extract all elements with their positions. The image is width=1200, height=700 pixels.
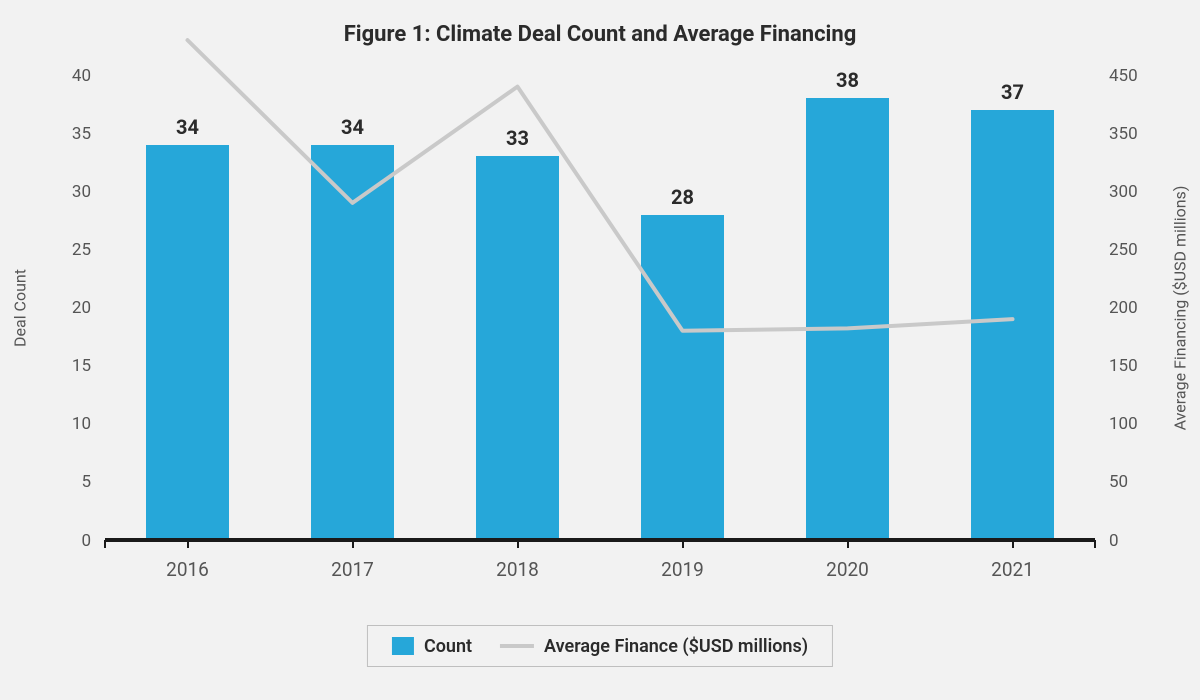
x-tick-mark [847,540,849,548]
y-left-tick: 5 [81,472,91,492]
y-axis-right-label: Average Financing ($USD millions) [1171,185,1190,430]
bar-value-label: 38 [836,68,859,92]
x-axis: 2016 2017 2018 2019 2020 2021 [105,540,1095,600]
y-left-tick: 35 [72,124,91,144]
y-left-tick: 25 [72,240,91,260]
y-left-tick: 15 [72,356,91,376]
legend-swatch-line-icon [500,644,534,648]
y-right-tick: 150 [1109,356,1138,376]
y-axis-left-label: Deal Count [11,269,30,347]
x-tick-label: 2021 [991,558,1034,581]
x-tick-label: 2019 [661,558,704,581]
legend: Count Average Finance ($USD millions) [367,625,833,667]
plot-area: 343433283837 [105,75,1095,540]
bar-labels-layer: 343433283837 [105,75,1095,540]
legend-label-count: Count [424,636,472,657]
y-left-tick: 30 [72,182,91,202]
x-tick-mark [352,540,354,548]
x-tick-label: 2020 [826,558,869,581]
bar-value-label: 34 [176,115,199,139]
y-right-tick: 250 [1109,240,1138,260]
legend-swatch-bar-icon [392,637,414,655]
legend-item-count: Count [392,636,472,657]
y-left-tick: 40 [72,66,91,86]
chart-container: Figure 1: Climate Deal Count and Average… [0,0,1200,700]
y-left-tick: 0 [81,531,91,551]
y-right-tick: 0 [1109,531,1119,551]
bar-value-label: 28 [671,185,694,209]
x-tick-mark [682,540,684,548]
x-tick-mark [187,540,189,548]
legend-item-avg-finance: Average Finance ($USD millions) [500,636,808,657]
y-right-tick: 350 [1109,124,1138,144]
x-tick-label: 2016 [166,558,209,581]
bar-value-label: 33 [506,126,529,150]
y-right-tick: 100 [1109,414,1138,434]
y-left-tick: 20 [72,298,91,318]
x-tick-label: 2017 [331,558,374,581]
x-tick-label: 2018 [496,558,539,581]
x-tick-mark [1012,540,1014,548]
bar-value-label: 37 [1001,80,1024,104]
chart-title: Figure 1: Climate Deal Count and Average… [0,22,1200,47]
y-right-tick: 300 [1109,182,1138,202]
y-right-tick: 200 [1109,298,1138,318]
legend-label-avg-finance: Average Finance ($USD millions) [544,636,808,657]
y-right-tick: 450 [1109,66,1138,86]
y-right-tick: 50 [1109,472,1128,492]
x-tick-mark [517,540,519,548]
y-left-tick: 10 [72,414,91,434]
bar-value-label: 34 [341,115,364,139]
